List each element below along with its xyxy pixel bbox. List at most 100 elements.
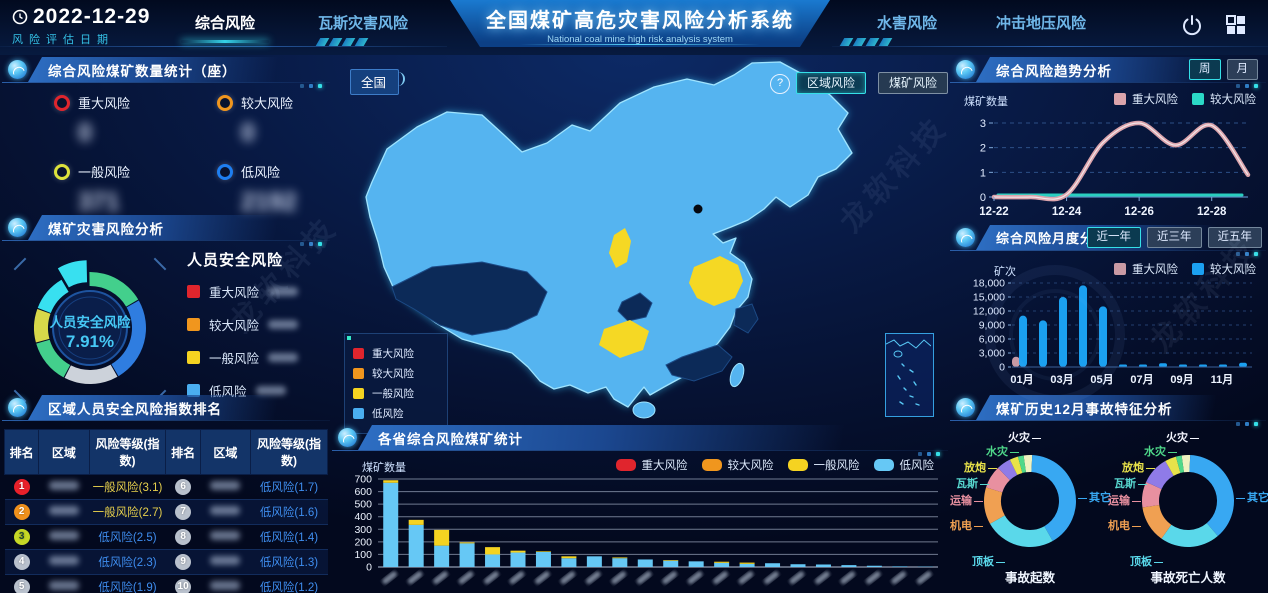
legend-item: 较大风险	[1192, 261, 1256, 277]
donut-caption: 事故死亡人数	[1150, 571, 1226, 585]
panel-title: 综合风险趋势分析	[996, 64, 1112, 79]
map-hainan[interactable]	[632, 401, 656, 419]
province-dark-south-coast[interactable]	[665, 344, 733, 382]
china-map[interactable]	[332, 57, 948, 423]
legend-label: 一般风险	[209, 352, 260, 366]
panel-province-stats: 各省综合风险煤矿统计 煤矿数量 重大风险 较大风险 一般风险 低风险 0 100 2…	[332, 425, 948, 591]
x-label-blurred	[560, 571, 576, 585]
stat-item: 一般风险 371	[54, 162, 204, 217]
svg-text:6,000: 6,000	[979, 334, 1005, 346]
help-icon[interactable]: ?	[770, 74, 790, 94]
region-name-blurred	[48, 481, 79, 490]
province-yellow-east[interactable]	[689, 256, 743, 306]
stat-label: 较大风险	[241, 96, 294, 111]
top-header: 2022-12-29 风险评估日期 综合风险 瓦斯灾害风险 全国煤矿高危灾害风险…	[0, 0, 1268, 55]
risk-ring-icon	[54, 163, 70, 180]
svg-text:1: 1	[980, 167, 986, 179]
legend-swatch	[787, 459, 808, 471]
power-icon[interactable]	[1180, 13, 1204, 37]
stat-value: 2192	[241, 188, 297, 216]
legend-swatch	[615, 459, 636, 471]
province-dark-zhejiang[interactable]	[733, 303, 759, 334]
panel-header: 煤矿灾害风险分析	[2, 215, 330, 246]
trend-month-button[interactable]: 月	[1226, 59, 1258, 80]
tab-water-risk[interactable]: 水害风险	[876, 15, 937, 32]
province-black-beijing[interactable]	[693, 204, 703, 214]
tab-gas-disaster-risk[interactable]: 瓦斯灾害风险	[317, 15, 408, 32]
legend-item: 较大风险	[353, 366, 439, 381]
south-china-sea-inset	[885, 333, 934, 417]
legend-title: 人员安全风险	[187, 252, 284, 269]
y-axis-label: 矿次	[994, 266, 1016, 278]
map-taiwan[interactable]	[728, 362, 747, 389]
donut-segment	[89, 272, 139, 307]
rank-badge: 4	[13, 554, 30, 570]
donut-segment-水灾	[1017, 455, 1026, 474]
header-divider	[832, 46, 1268, 47]
col-region: 区域	[38, 429, 90, 475]
panel-header: 综合风险煤矿数量统计（座）	[2, 57, 330, 88]
x-label-blurred	[713, 571, 728, 585]
bar-low	[637, 559, 653, 567]
donut-segment-运输	[986, 467, 1010, 493]
col-region: 区域	[199, 429, 251, 475]
bar-low	[688, 561, 704, 567]
panel-region-ranking: 区域人员安全风险指数排名 排名 区域 风险等级(指数) 排名 区域 风险等级(指…	[2, 395, 330, 593]
map-breadcrumb-national[interactable]: 全国	[350, 69, 406, 95]
ranking-row: 1 一般风险(3.1) 6 低风险(1.7)	[4, 474, 328, 500]
monthly-3yr-button[interactable]: 近三年	[1147, 227, 1202, 248]
province-yellow-ningxia[interactable]	[609, 228, 631, 268]
donut-segment-火灾	[1181, 455, 1191, 473]
legend-label: 重大风险	[372, 348, 414, 360]
legend-swatch	[1192, 263, 1204, 275]
panel-header: 煤矿历史12月事故特征分析	[950, 395, 1266, 426]
svg-text:2: 2	[980, 143, 986, 155]
legend-item: 重大风险	[187, 282, 322, 301]
legend-label: 较大风险	[1210, 94, 1256, 106]
province-dark-chongqing[interactable]	[617, 292, 653, 322]
legend-swatch	[873, 459, 894, 471]
tab-comprehensive-risk[interactable]: 综合风险	[181, 12, 269, 43]
tab-rockburst-risk[interactable]: 冲击地压风险	[995, 15, 1086, 32]
donut-label-水灾: 水灾	[1144, 443, 1179, 459]
province-dark-tibet[interactable]	[391, 261, 548, 336]
blurred-value	[255, 386, 286, 395]
legend-label: 一般风险	[813, 460, 860, 472]
donut-label-瓦斯: 瓦斯	[956, 475, 991, 491]
monthly-5yr-button[interactable]: 近五年	[1207, 227, 1262, 248]
risk-level-value: 低风险(1.7)	[250, 474, 328, 500]
svg-text:0: 0	[980, 192, 986, 204]
legend-label: 一般风险	[372, 388, 414, 400]
donut-segment-放炮	[1009, 456, 1023, 475]
stat-value: 0	[78, 119, 92, 147]
x-label-blurred	[484, 571, 499, 585]
trend-week-button[interactable]: 周	[1189, 59, 1221, 80]
risk-level-value: 低风险(2.5)	[89, 524, 166, 550]
map-mode-region-button[interactable]: 区域风险	[796, 72, 867, 94]
legend-label: 重大风险	[641, 460, 688, 472]
region-name-blurred	[210, 481, 241, 490]
map-mode-mine-button[interactable]: 煤矿风险	[878, 72, 948, 94]
region-name-blurred	[48, 581, 79, 590]
panel-header: 各省综合风险煤矿统计	[332, 425, 948, 456]
donut-label-运输: 运输	[950, 492, 985, 508]
donut-label-火灾: 火灾	[1166, 429, 1201, 445]
x-label-blurred	[611, 571, 627, 585]
risk-level-value: 一般风险(3.1)	[89, 474, 166, 500]
bar-low	[561, 558, 577, 567]
ranking-header-row: 排名 区域 风险等级(指数) 排名 区域 风险等级(指数)	[3, 429, 329, 475]
x-label-blurred	[840, 571, 856, 585]
monthly-1yr-button[interactable]: 近一年	[1086, 227, 1141, 248]
decor-slashes-left	[315, 38, 369, 46]
bar-larger	[1019, 315, 1027, 367]
panel-disaster-analysis: 煤矿灾害风险分析 人员安全风险 7.91% 人员安全风险 重大风险 较大风险 一…	[2, 215, 330, 403]
layout-grid-icon[interactable]	[1224, 13, 1248, 37]
panel-logo-icon	[8, 60, 27, 79]
bar-low	[485, 554, 501, 567]
donut-label-顶板: 顶板	[972, 553, 1007, 569]
bar-larger	[1059, 297, 1067, 367]
province-yellow-guizhou[interactable]	[599, 320, 649, 358]
trend-line-chart: 0 1 2 3 12-22 12-24 12-26 12-28	[979, 118, 1251, 218]
monthly-legend: 重大风险 较大风险	[1114, 261, 1256, 277]
bar-larger	[1179, 364, 1187, 367]
